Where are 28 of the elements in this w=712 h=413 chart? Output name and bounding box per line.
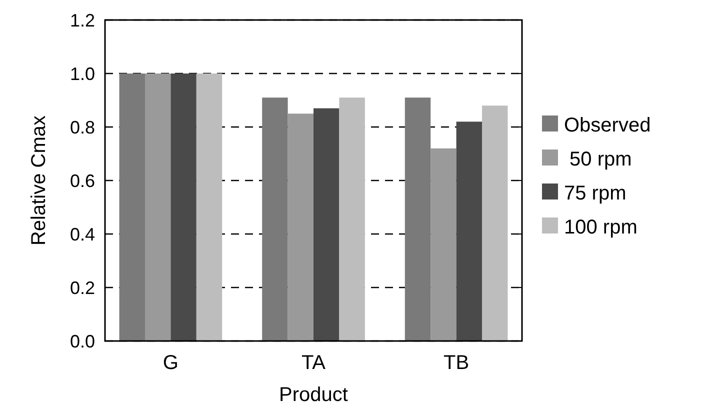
legend-label: 100 rpm [564,216,638,238]
y-tick-label: 0.4 [70,224,95,244]
bar [144,74,171,341]
y-tick-label: 0.2 [70,278,95,298]
bar [262,98,288,341]
y-axis-title: Relative Cmax [28,115,50,246]
bar [170,74,196,341]
x-tick-label: TB [444,352,470,374]
bar [339,98,365,341]
y-tick-label: 1.0 [70,64,95,84]
legend-label: 50 rpm [564,148,632,170]
x-tick-label: G [162,352,178,374]
bar [196,74,222,341]
y-tick-label: 0.0 [70,331,95,352]
bar [314,108,340,341]
x-tick-label: TA [301,352,326,374]
y-tick-label: 0.6 [70,170,95,191]
bar [430,148,456,341]
bar [288,114,314,341]
legend-label: 75 rpm [564,182,626,204]
x-axis-title: Product [279,384,348,406]
y-tick-label: 0.8 [70,117,95,138]
y-tick-label: 1.2 [70,10,95,30]
bar [119,74,145,341]
bar [404,98,431,341]
bar [482,106,508,341]
bar [456,122,482,341]
legend-label: Observed [564,114,651,136]
